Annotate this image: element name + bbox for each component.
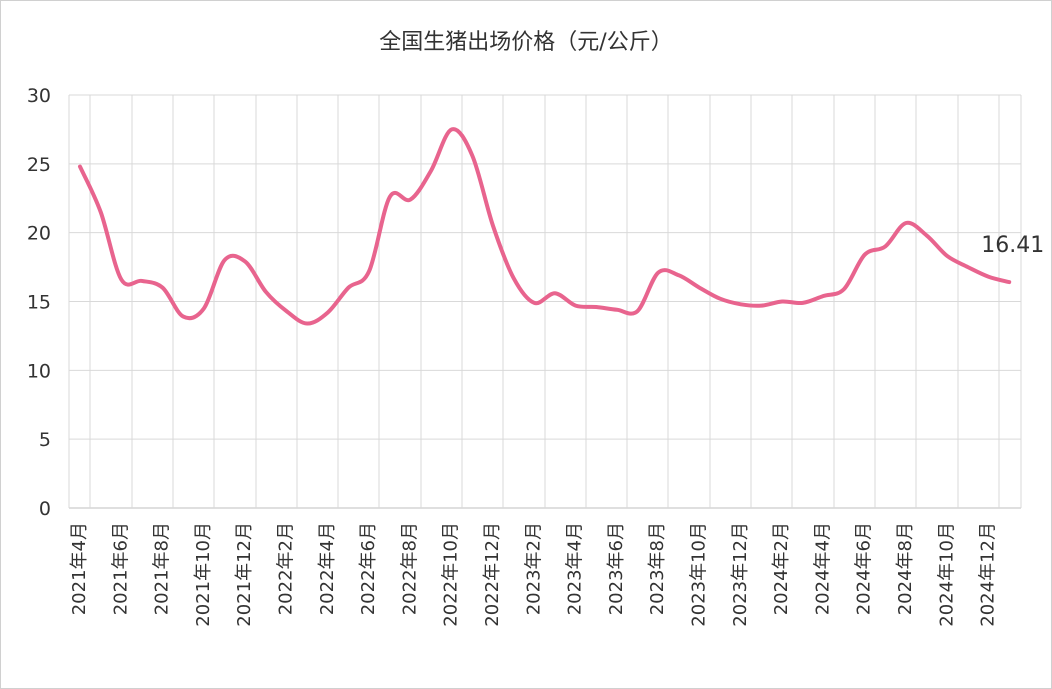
x-tick-label: 2021年12月 <box>234 522 255 627</box>
x-tick-label: 2023年12月 <box>730 522 751 627</box>
y-tick-label: 30 <box>27 85 51 107</box>
x-tick-label: 2024年2月 <box>771 522 792 615</box>
x-tick-label: 2024年4月 <box>812 522 833 615</box>
x-tick-label: 2022年6月 <box>358 522 379 615</box>
y-axis-tick-labels: 0 5 10 15 20 25 30 <box>27 85 51 520</box>
price-series-line <box>78 127 1012 326</box>
chart-title: 全国生猪出场价格（元/公斤） <box>379 30 672 55</box>
x-axis-tick-labels: 2021年4月 2021年6月 2021年8月 2021年10月 2021年12月 202… <box>69 522 999 627</box>
y-tick-label: 25 <box>27 154 51 176</box>
x-tick-label: 2021年4月 <box>69 522 90 615</box>
x-tick-label: 2022年8月 <box>399 522 420 615</box>
y-tick-label: 10 <box>27 360 51 382</box>
x-tick-label: 2024年10月 <box>936 522 957 627</box>
x-tick-label: 2022年2月 <box>276 522 297 615</box>
x-tick-label: 2023年4月 <box>565 522 586 615</box>
x-tick-label: 2023年10月 <box>689 522 710 627</box>
x-tick-label: 2022年12月 <box>482 522 503 627</box>
x-tick-label: 2021年8月 <box>152 522 173 615</box>
y-tick-label: 20 <box>27 223 51 245</box>
y-tick-label: 15 <box>27 292 51 314</box>
x-tick-label: 2023年2月 <box>523 522 544 615</box>
grid-lines <box>68 94 1022 509</box>
x-tick-label: 2023年8月 <box>647 522 668 615</box>
x-tick-label: 2024年8月 <box>895 522 916 615</box>
x-tick-label: 2021年10月 <box>193 522 214 627</box>
x-tick-label: 2022年4月 <box>317 522 338 615</box>
x-tick-label: 2024年6月 <box>854 522 875 615</box>
y-tick-label: 5 <box>39 429 51 451</box>
data-label-last-value: 16.41 <box>981 233 1044 258</box>
x-tick-label: 2023年6月 <box>606 522 627 615</box>
x-tick-label: 2022年10月 <box>441 522 462 627</box>
y-tick-label: 0 <box>39 498 51 520</box>
x-tick-label: 2024年12月 <box>978 522 999 627</box>
x-tick-label: 2021年6月 <box>110 522 131 615</box>
